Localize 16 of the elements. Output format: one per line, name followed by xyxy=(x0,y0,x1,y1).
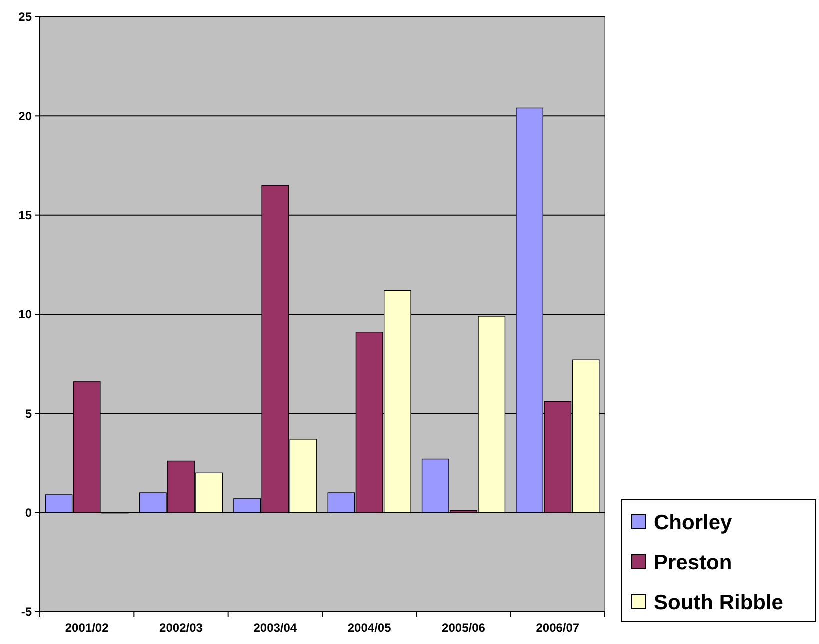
legend-label: South Ribble xyxy=(654,591,784,614)
x-tick-label: 2002/03 xyxy=(160,621,204,635)
x-tick-label: 2001/02 xyxy=(65,621,110,635)
x-tick-label: 2005/06 xyxy=(442,621,486,635)
y-tick-label: 5 xyxy=(25,406,32,421)
y-tick-label: 20 xyxy=(18,109,32,124)
x-tick-label: 2003/04 xyxy=(254,621,298,635)
y-tick-label: 15 xyxy=(18,208,32,223)
y-tick-label: 10 xyxy=(18,308,32,322)
legend-label: Preston xyxy=(654,551,732,574)
legend-label: Chorley xyxy=(654,511,733,534)
x-tick-label: 2004/05 xyxy=(348,621,392,635)
y-tick-label: 0 xyxy=(25,506,32,520)
y-tick-label: -5 xyxy=(21,605,32,620)
x-tick-label: 2006/07 xyxy=(536,621,580,635)
y-tick-label: 25 xyxy=(18,10,32,24)
